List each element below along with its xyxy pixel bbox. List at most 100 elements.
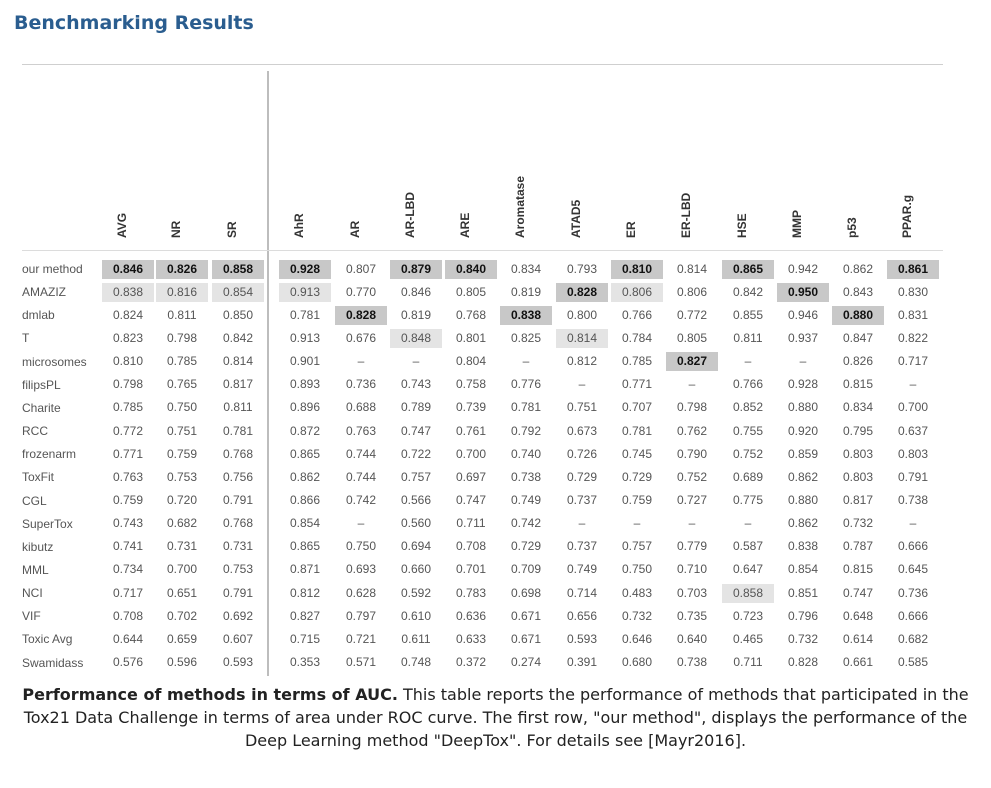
table-cell: 0.814 — [556, 328, 608, 348]
table-cell: 0.596 — [166, 655, 198, 670]
table-cell: 0.850 — [222, 307, 254, 322]
table-cell: 0.854 — [787, 562, 819, 577]
table-cell: 0.928 — [279, 259, 331, 279]
table-cell: 0.811 — [223, 400, 253, 415]
table-cell: 0.732 — [787, 631, 819, 646]
table-cell: 0.614 — [842, 631, 874, 646]
table-cell: 0.766 — [621, 307, 653, 322]
table-cell: 0.817 — [842, 493, 874, 507]
table-cell: 0.587 — [732, 539, 764, 554]
table-cell: 0.834 — [842, 400, 874, 415]
table-cell: 0.812 — [566, 354, 598, 369]
table-cell: 0.781 — [510, 400, 542, 415]
table-cell: – — [688, 516, 696, 531]
table-cell: 0.785 — [621, 354, 653, 369]
table-cell: 0.791 — [222, 493, 254, 507]
row-label: T — [22, 331, 30, 346]
table-cell: 0.694 — [400, 539, 432, 554]
table-cell: 0.688 — [345, 400, 377, 415]
table-cell: 0.689 — [732, 469, 764, 484]
table-cell: 0.768 — [222, 516, 254, 531]
table-cell: 0.759 — [166, 446, 198, 461]
table-cell: 0.707 — [621, 400, 653, 415]
table-cell: 0.858 — [722, 583, 774, 603]
table-cell: 0.646 — [621, 631, 653, 646]
table-cell: 0.711 — [733, 655, 763, 670]
table-cell: 0.636 — [455, 608, 487, 623]
table-cell: 0.732 — [842, 516, 874, 531]
table-cell: 0.798 — [112, 377, 144, 392]
row-label: filipsPL — [22, 377, 61, 392]
table-cell: 0.819 — [400, 307, 432, 322]
table-cell: 0.585 — [897, 655, 929, 670]
table-cell: 0.831 — [897, 307, 929, 322]
table-cell: 0.697 — [455, 469, 487, 484]
table-cell: – — [744, 354, 752, 369]
table-cell: 0.721 — [345, 631, 377, 646]
table-cell: 0.865 — [722, 259, 774, 279]
table-cell: 0.848 — [390, 328, 442, 348]
table-cell: 0.761 — [455, 423, 487, 438]
table-cell: 0.800 — [566, 307, 598, 322]
table-cell: 0.645 — [897, 562, 929, 577]
row-label: Toxic Avg — [22, 632, 73, 647]
table-cell: 0.842 — [732, 284, 764, 299]
table-cell: 0.676 — [345, 330, 377, 345]
table-cell: 0.801 — [455, 330, 487, 345]
table-cell: 0.576 — [112, 655, 144, 670]
table-cell: 0.748 — [400, 655, 432, 670]
table-cell: 0.560 — [400, 516, 432, 531]
row-label: CGL — [22, 493, 47, 508]
table-cell: 0.692 — [222, 608, 254, 623]
table-cell: 0.711 — [456, 516, 486, 531]
table-cell: 0.824 — [112, 307, 144, 322]
table-cell: 0.715 — [289, 631, 321, 646]
table-cell: 0.805 — [676, 330, 708, 345]
table-cell: 0.843 — [842, 284, 874, 299]
column-header-label: p53 — [845, 217, 859, 238]
table-cell: 0.742 — [510, 516, 542, 531]
table-cell: 0.852 — [732, 400, 764, 415]
table-cell: 0.798 — [166, 330, 198, 345]
table-cell: 0.796 — [787, 608, 819, 623]
table-cell: 0.822 — [897, 330, 929, 345]
table-cell: 0.838 — [500, 305, 552, 325]
table-cell: 0.759 — [112, 493, 144, 507]
table-cell: 0.798 — [676, 400, 708, 415]
table-cell: 0.740 — [510, 446, 542, 461]
table-cell: 0.847 — [842, 330, 874, 345]
table-cell: 0.752 — [676, 469, 708, 484]
table-cell: – — [633, 516, 641, 531]
table-cell: 0.726 — [566, 446, 598, 461]
table-cell: 0.828 — [556, 282, 608, 302]
table-cell: 0.640 — [676, 631, 708, 646]
table-cell: 0.811 — [167, 307, 197, 322]
table-cell: 0.828 — [335, 305, 387, 325]
column-header-label: MMP — [790, 210, 804, 238]
table-cell: 0.753 — [222, 562, 254, 577]
table-cell: 0.790 — [676, 446, 708, 461]
table-cell: 0.846 — [400, 284, 432, 299]
table-cell: 0.673 — [566, 423, 598, 438]
table-cell: 0.757 — [400, 469, 432, 484]
table-cell: 0.826 — [156, 259, 208, 279]
table-cell: 0.766 — [732, 377, 764, 392]
table-cell: 0.734 — [112, 562, 144, 577]
table-cell: 0.851 — [787, 585, 819, 600]
column-header-label: ER — [624, 221, 638, 238]
table-cell: 0.896 — [289, 400, 321, 415]
table-cell: 0.793 — [566, 261, 598, 276]
column-header-label: HSE — [735, 213, 749, 238]
table-cell: 0.607 — [222, 631, 254, 646]
table-cell: 0.880 — [832, 305, 884, 325]
table-cell: 0.747 — [400, 423, 432, 438]
row-label: Swamidass — [22, 655, 84, 670]
table-cell: 0.812 — [289, 585, 321, 600]
table-cell: 0.742 — [345, 493, 377, 507]
table-cell: 0.759 — [621, 493, 653, 507]
table-cell: 0.771 — [112, 446, 144, 461]
table-cell: 0.785 — [112, 400, 144, 415]
table-cell: 0.862 — [787, 516, 819, 531]
row-label: NCI — [22, 586, 43, 601]
table-cell: 0.803 — [842, 469, 874, 484]
